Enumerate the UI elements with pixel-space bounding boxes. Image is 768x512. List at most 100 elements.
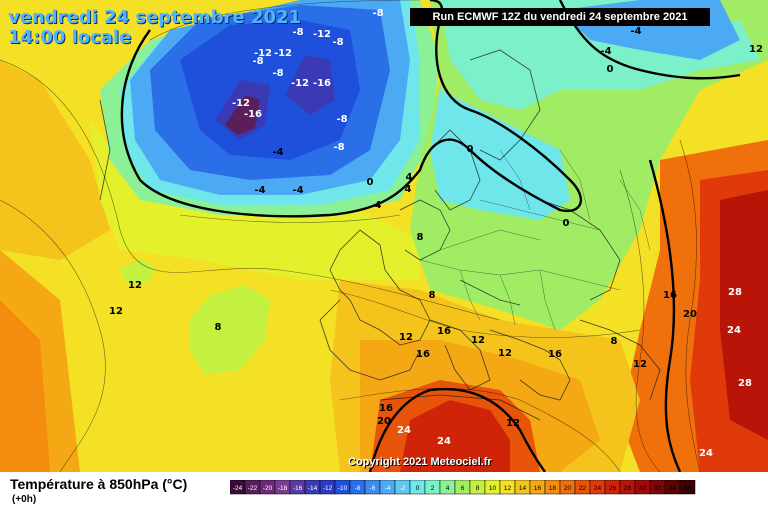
isotherm-label: 16	[437, 326, 451, 337]
scale-swatch	[679, 480, 696, 495]
scale-value: -4	[385, 485, 391, 492]
scale-value: -10	[338, 485, 348, 492]
scale-value: 32	[654, 485, 662, 492]
scale-value: 30	[639, 485, 647, 492]
scale-value: -20	[263, 485, 273, 492]
isotherm-label: 24	[727, 325, 741, 336]
run-info-banner: Run ECMWF 12Z du vendredi 24 septembre 2…	[410, 8, 710, 26]
isotherm-label: 24	[397, 425, 411, 436]
isotherm-label: -8	[332, 37, 343, 48]
isotherm-label: 28	[728, 287, 742, 298]
cold-core-1-inner	[225, 95, 260, 135]
coastlines	[99, 49, 661, 421]
isotherm-label: 12	[399, 332, 413, 343]
scale-value: -18	[278, 485, 288, 492]
isotherm-label: 4	[406, 172, 413, 183]
cool-blob-atlantic	[190, 285, 270, 375]
scale-value: 2	[431, 485, 435, 492]
warm-zone-sw-inner	[0, 300, 50, 472]
isotherm-label: -8	[272, 68, 283, 79]
isotherm-label: 28	[738, 378, 752, 389]
isotherm-label: -4	[272, 147, 283, 158]
isotherm-label: 4	[405, 184, 412, 195]
isotherm-label: -4	[292, 185, 303, 196]
isotherm-label: 24	[699, 448, 713, 459]
scale-value: 18	[549, 485, 557, 492]
isotherm-label: -12	[274, 48, 292, 59]
isotherm-label: 8	[417, 232, 424, 243]
scale-value: -22	[248, 485, 258, 492]
scale-value: -16	[293, 485, 303, 492]
isotherm-label: -4	[254, 185, 265, 196]
scale-value: 24	[594, 485, 602, 492]
isotherm-label: -16	[313, 78, 331, 89]
scale-value: 26	[609, 485, 617, 492]
scale-value: 20	[564, 485, 572, 492]
legend-title: Température à 850hPa (°C)	[10, 476, 188, 492]
scale-value: -24	[233, 485, 243, 492]
scale-value: -12	[323, 485, 333, 492]
isotherm-label: 16	[663, 290, 677, 301]
isotherm-label: -16	[244, 109, 262, 120]
scale-value: 14	[519, 485, 527, 492]
hot-core-east	[720, 190, 768, 440]
scale-value: 12	[504, 485, 512, 492]
scale-value: -8	[355, 485, 361, 492]
isotherm-label: -12	[313, 29, 331, 40]
color-scale: -24 -22 -20 -18 -16 -14 -12 -10 -8 -6 -4 -2 0 2 4 6 8 10 1…	[230, 480, 696, 495]
isotherm-label: -12	[254, 48, 272, 59]
scale-value: -14	[308, 485, 318, 492]
isotherm-label: 12	[498, 348, 512, 359]
scale-value: 36	[684, 485, 692, 492]
isotherm-label: -8	[372, 8, 383, 19]
hot-core-africa	[400, 400, 510, 472]
isotherm-lines	[0, 0, 701, 472]
isotherm-label: -4	[600, 46, 611, 57]
isotherm-label: 16	[548, 349, 562, 360]
isotherm-label: 8	[215, 322, 222, 333]
isotherm-label: 12	[633, 359, 647, 370]
isotherm-label: 0	[467, 144, 474, 155]
isotherm-label: 8	[429, 290, 436, 301]
isotherm-label: -8	[336, 114, 347, 125]
cool-zone-baltic	[430, 90, 570, 220]
forecast-date: vendredi 24 septembre 2021	[8, 7, 302, 28]
isotherm-label: 12	[109, 306, 123, 317]
forecast-time: 14:00 locale	[8, 27, 132, 48]
cold-core-2	[285, 55, 335, 115]
scale-value: 34	[669, 485, 677, 492]
scale-value: 22	[579, 485, 587, 492]
mild-zone-atlantic	[90, 120, 420, 280]
isotherm-label: 16	[379, 403, 393, 414]
isotherm-label: 12	[506, 418, 520, 429]
isotherm-label: 12	[749, 44, 763, 55]
scale-value: 28	[624, 485, 632, 492]
isotherm-label: -4	[630, 26, 641, 37]
isotherm-label: -8	[252, 56, 263, 67]
map-title: vendredi 24 septembre 2021 14:00 locale	[8, 8, 301, 48]
scale-value: 4	[446, 485, 450, 492]
country-borders	[419, 149, 651, 331]
cool-blob-north	[120, 258, 155, 285]
legend-subtitle: (+0h)	[12, 494, 37, 505]
copyright-notice: Copyright 2021 Meteociel.fr	[348, 456, 492, 468]
isotherm-label: -12	[291, 78, 309, 89]
isotherm-label: 0	[367, 177, 374, 188]
isotherm-label: -8	[333, 142, 344, 153]
scale-value: 6	[461, 485, 465, 492]
isotherm-label: 20	[377, 416, 391, 427]
isotherm-labels: -8-12-8-12-8-12-8-12-16-12 -16-8-8-4-4 -40…	[109, 8, 763, 459]
scale-value: 0	[416, 485, 420, 492]
warm-zone-w	[0, 60, 110, 260]
scale-value: 16	[534, 485, 542, 492]
isotherm-label: 12	[471, 335, 485, 346]
isotherm-label: -8	[292, 27, 303, 38]
isotherm-label: 16	[416, 349, 430, 360]
temperature-map: -8-12-8-12-8-12-8-12-16-12 -16-8-8-4-4 -40…	[0, 0, 768, 472]
isotherm-label: 0	[607, 64, 614, 75]
scale-value: 10	[489, 485, 497, 492]
scale-value: -6	[370, 485, 376, 492]
isotherm-label: 24	[437, 436, 451, 447]
isotherm-label: 12	[128, 280, 142, 291]
isotherm-label: 20	[683, 309, 697, 320]
